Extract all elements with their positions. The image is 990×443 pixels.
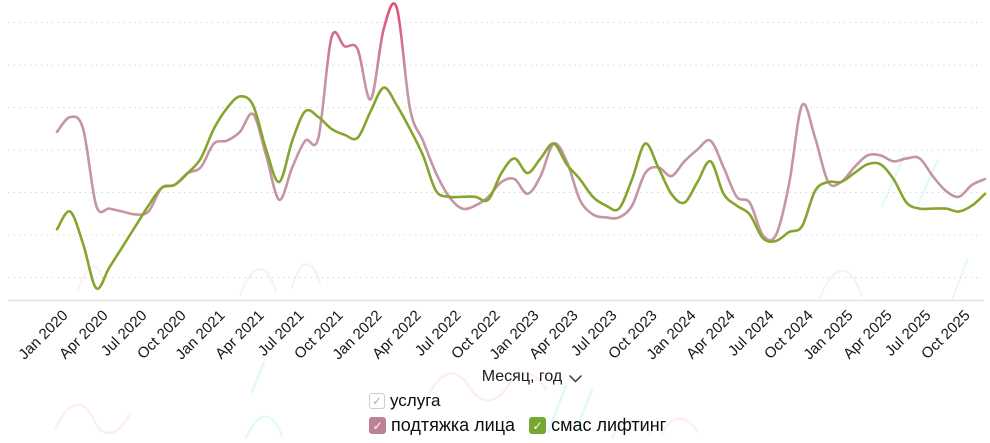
legend: ✓ услуга ✓ подтяжка лица ✓ смас лифтинг	[369, 391, 666, 436]
series-line-smas-lifting[interactable]	[55, 86, 987, 291]
x-axis-title: Месяц, год	[481, 368, 563, 385]
usluga-label: услуга	[390, 391, 441, 410]
check-icon: ✓	[372, 418, 383, 433]
legend-label-0: подтяжка лица	[391, 415, 516, 435]
legend-item-0[interactable]: ✓ подтяжка лица	[369, 415, 515, 436]
series-legend-row: ✓ подтяжка лица ✓ смас лифтинг	[369, 415, 666, 436]
gridlines	[8, 22, 982, 278]
check-icon: ✓	[371, 394, 383, 408]
usluga-checkbox[interactable]: ✓	[369, 393, 385, 409]
legend-item-1[interactable]: ✓ смас лифтинг	[529, 415, 666, 436]
watermark-squiggles	[54, 154, 969, 440]
check-icon: ✓	[532, 418, 543, 433]
chevron-down-icon	[569, 374, 583, 382]
legend-item-usluga[interactable]: ✓ услуга	[369, 391, 441, 411]
x-axis-selector[interactable]: Месяц, год	[0, 368, 990, 386]
legend-checkbox-1[interactable]: ✓	[529, 417, 547, 434]
series-line-podtyazhka-lica[interactable]	[55, 2, 987, 242]
legend-label-1: смас лифтинг	[551, 415, 667, 435]
legend-checkbox-0[interactable]: ✓	[369, 417, 386, 434]
